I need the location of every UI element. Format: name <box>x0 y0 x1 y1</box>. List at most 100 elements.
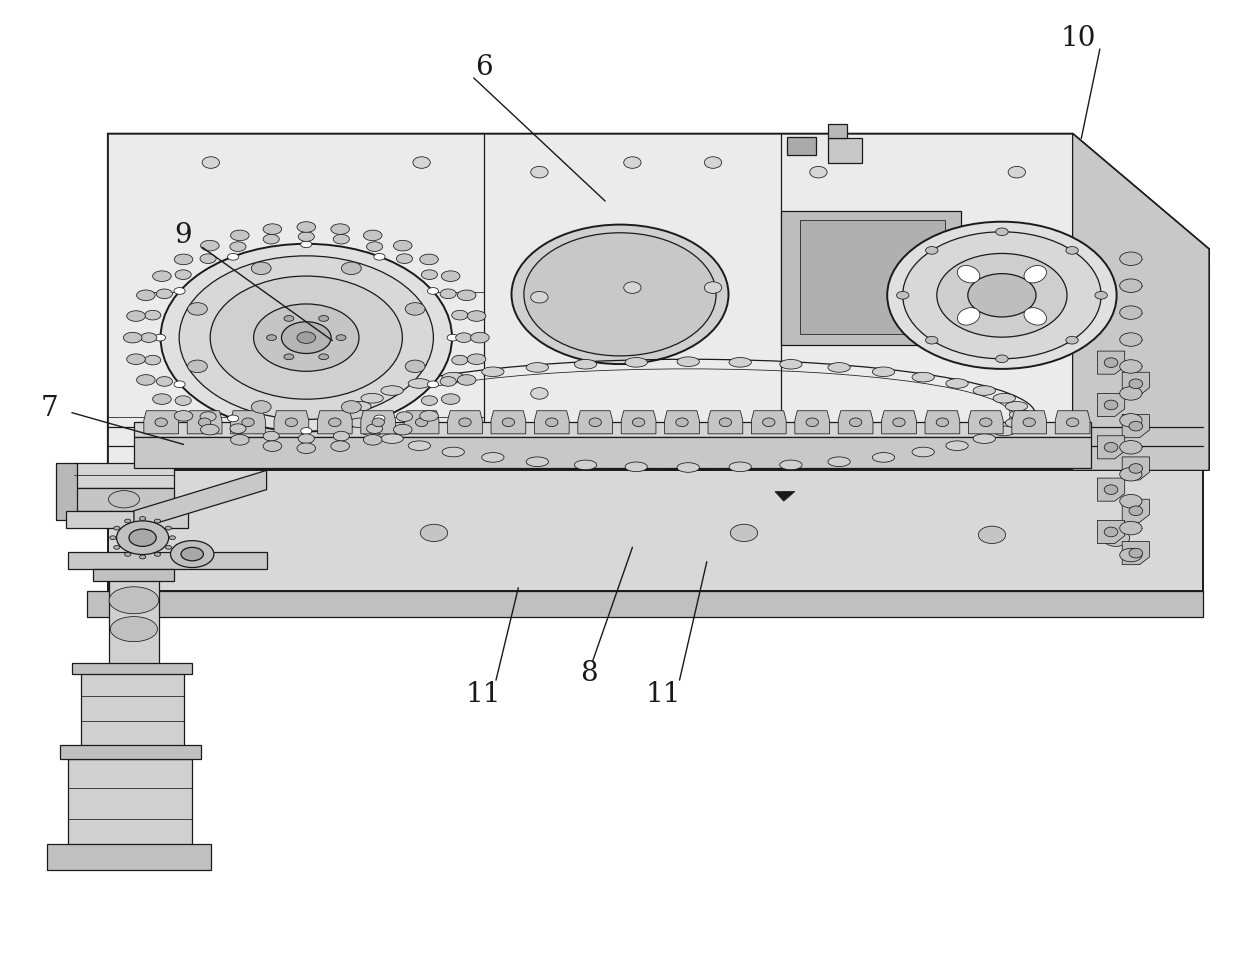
Ellipse shape <box>1120 333 1142 347</box>
Ellipse shape <box>361 394 383 404</box>
Ellipse shape <box>114 546 120 550</box>
Ellipse shape <box>405 360 425 373</box>
Ellipse shape <box>428 288 439 295</box>
Ellipse shape <box>374 416 384 423</box>
Ellipse shape <box>341 402 361 414</box>
Ellipse shape <box>531 388 548 400</box>
Ellipse shape <box>624 283 641 294</box>
Ellipse shape <box>1120 280 1142 293</box>
Ellipse shape <box>109 587 159 614</box>
Ellipse shape <box>187 360 207 373</box>
Ellipse shape <box>253 305 360 372</box>
Ellipse shape <box>502 419 515 427</box>
Ellipse shape <box>973 386 996 396</box>
Ellipse shape <box>284 355 294 360</box>
Ellipse shape <box>160 245 451 431</box>
Ellipse shape <box>1066 247 1079 255</box>
Ellipse shape <box>1120 414 1142 428</box>
Ellipse shape <box>973 434 996 444</box>
Ellipse shape <box>175 411 193 422</box>
Ellipse shape <box>140 333 156 343</box>
Ellipse shape <box>155 419 167 427</box>
Polygon shape <box>72 663 192 675</box>
Ellipse shape <box>202 302 219 313</box>
Polygon shape <box>968 411 1003 434</box>
Ellipse shape <box>441 272 460 283</box>
Polygon shape <box>1055 411 1090 434</box>
Ellipse shape <box>298 434 315 444</box>
Ellipse shape <box>348 419 371 429</box>
Ellipse shape <box>397 255 413 264</box>
Ellipse shape <box>993 427 1016 436</box>
Polygon shape <box>134 471 267 530</box>
Ellipse shape <box>419 411 438 422</box>
Ellipse shape <box>828 457 851 467</box>
Ellipse shape <box>153 272 171 283</box>
Ellipse shape <box>526 363 548 373</box>
Ellipse shape <box>589 419 601 427</box>
Ellipse shape <box>531 167 548 179</box>
Ellipse shape <box>154 553 160 556</box>
Ellipse shape <box>1008 273 1025 284</box>
Polygon shape <box>134 423 1091 437</box>
Polygon shape <box>81 673 184 750</box>
Ellipse shape <box>780 360 802 370</box>
Ellipse shape <box>129 530 156 547</box>
Polygon shape <box>1097 352 1125 375</box>
Ellipse shape <box>263 441 281 452</box>
Ellipse shape <box>200 255 216 264</box>
Polygon shape <box>87 591 1203 617</box>
Ellipse shape <box>139 555 146 559</box>
Ellipse shape <box>415 419 428 427</box>
Ellipse shape <box>937 255 1066 338</box>
Polygon shape <box>108 135 1209 471</box>
Ellipse shape <box>677 463 699 473</box>
Ellipse shape <box>154 335 166 341</box>
Ellipse shape <box>980 419 992 427</box>
Ellipse shape <box>810 292 827 304</box>
Polygon shape <box>838 411 873 434</box>
Polygon shape <box>828 125 847 139</box>
Ellipse shape <box>110 617 157 642</box>
Polygon shape <box>828 139 862 163</box>
Ellipse shape <box>719 419 732 427</box>
Ellipse shape <box>730 525 758 542</box>
Ellipse shape <box>1105 528 1118 537</box>
Ellipse shape <box>336 335 346 341</box>
Ellipse shape <box>174 382 185 388</box>
Ellipse shape <box>231 231 249 241</box>
Ellipse shape <box>175 271 191 281</box>
Ellipse shape <box>1120 307 1142 320</box>
Ellipse shape <box>1105 401 1118 410</box>
Ellipse shape <box>114 527 120 530</box>
Ellipse shape <box>123 333 141 344</box>
Ellipse shape <box>296 333 315 344</box>
Polygon shape <box>144 411 179 434</box>
Polygon shape <box>66 511 188 529</box>
Ellipse shape <box>458 290 476 301</box>
Ellipse shape <box>957 266 980 283</box>
Ellipse shape <box>459 419 471 427</box>
Ellipse shape <box>481 453 503 462</box>
Ellipse shape <box>296 443 315 455</box>
Ellipse shape <box>156 378 172 387</box>
Ellipse shape <box>632 419 645 427</box>
Ellipse shape <box>200 412 216 422</box>
Polygon shape <box>68 553 267 569</box>
Ellipse shape <box>1066 419 1079 427</box>
Polygon shape <box>1122 457 1149 480</box>
Ellipse shape <box>1024 308 1047 326</box>
Polygon shape <box>404 411 439 434</box>
Ellipse shape <box>893 419 905 427</box>
Ellipse shape <box>511 226 729 365</box>
Polygon shape <box>665 411 699 434</box>
Ellipse shape <box>341 262 361 275</box>
Ellipse shape <box>285 419 298 427</box>
Polygon shape <box>74 463 174 488</box>
Ellipse shape <box>481 368 503 378</box>
Ellipse shape <box>873 368 895 378</box>
Ellipse shape <box>428 382 439 388</box>
Ellipse shape <box>419 255 438 265</box>
Ellipse shape <box>451 356 467 365</box>
Ellipse shape <box>345 410 367 420</box>
